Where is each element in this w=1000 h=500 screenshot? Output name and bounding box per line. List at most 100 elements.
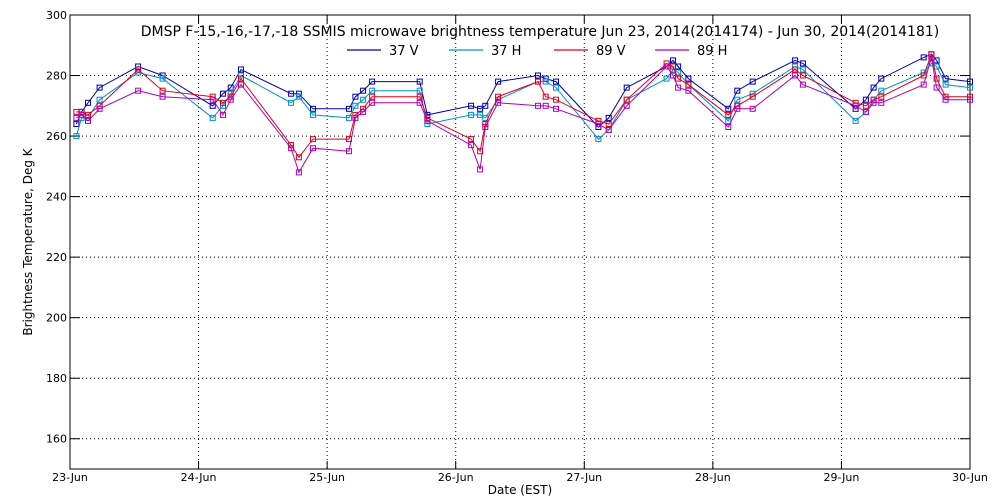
data-point (227, 84, 234, 91)
x-axis: 23-Jun 24-Jun 25-Jun 26-Jun 27-Jun 28-Jun 29-J… (52, 15, 988, 484)
data-point (967, 84, 973, 91)
data-point (542, 102, 549, 109)
data-point (734, 96, 741, 103)
data-point (792, 66, 799, 73)
data-point (675, 84, 682, 91)
legend-label: 37 H (491, 44, 521, 59)
series-layer (73, 51, 973, 176)
data-point (310, 111, 316, 118)
data-point (734, 105, 741, 112)
x-tick-label: 27-Jun (566, 471, 602, 484)
data-point (295, 93, 302, 100)
data-point (535, 102, 541, 109)
data-point (799, 60, 806, 67)
data-point (85, 111, 91, 118)
data-point (605, 127, 612, 133)
series-37-h (73, 60, 973, 143)
data-point (369, 93, 376, 100)
data-point (209, 102, 216, 109)
data-point (870, 84, 877, 91)
legend-label: 89 H (697, 44, 727, 59)
data-point (933, 84, 940, 91)
data-point (96, 105, 103, 112)
data-point (685, 75, 692, 82)
data-point (352, 114, 359, 121)
data-point (535, 78, 541, 85)
data-point (792, 57, 799, 64)
data-point (967, 96, 973, 103)
data-point (878, 75, 885, 82)
data-point (542, 78, 549, 85)
y-tick-label: 160 (46, 433, 67, 446)
plot-area (69, 14, 971, 470)
x-tick-label: 29-Jun (824, 471, 860, 484)
data-point (862, 96, 869, 103)
data-point (725, 105, 732, 112)
series-89-v (73, 51, 973, 161)
data-point (96, 96, 103, 103)
data-point (477, 166, 484, 173)
data-point (495, 93, 502, 100)
series-line (76, 57, 970, 174)
data-point (870, 96, 877, 103)
data-point (870, 99, 877, 106)
data-point (942, 81, 949, 88)
data-point (416, 78, 423, 85)
data-point (159, 75, 166, 82)
data-point (135, 87, 142, 94)
y-axis-label: Brightness Temperature, Deg K (21, 147, 35, 335)
data-point (416, 93, 423, 100)
data-point (595, 136, 602, 143)
data-point (595, 121, 602, 127)
data-point (73, 133, 80, 140)
data-point (220, 90, 226, 97)
data-point (928, 60, 935, 67)
data-point (933, 75, 940, 82)
x-tick-label: 25-Jun (309, 471, 345, 484)
series-37-v (73, 51, 973, 130)
x-axis-label: Date (EST) (488, 483, 552, 497)
data-point (288, 99, 295, 106)
data-point (360, 108, 367, 115)
data-point (209, 114, 216, 121)
data-point (623, 102, 630, 109)
data-point (799, 72, 806, 79)
data-point (878, 87, 885, 94)
data-point (482, 102, 489, 109)
x-tick-label: 28-Jun (695, 471, 731, 484)
data-point (159, 87, 166, 94)
data-point (468, 136, 475, 143)
data-point (734, 87, 741, 94)
data-point (670, 57, 676, 64)
y-tick-label: 220 (46, 251, 67, 264)
data-point (346, 114, 352, 121)
data-point (862, 108, 869, 115)
x-tick-label: 26-Jun (438, 471, 474, 484)
data-point (663, 63, 670, 70)
data-point (468, 102, 475, 109)
data-point (238, 66, 244, 73)
data-point (623, 96, 630, 103)
data-point (295, 169, 302, 176)
data-point (85, 99, 91, 106)
y-tick-label: 240 (46, 191, 67, 204)
data-point (670, 63, 676, 70)
data-point (468, 142, 475, 149)
data-point (288, 90, 295, 97)
data-point (159, 72, 166, 79)
data-point (495, 99, 502, 106)
data-point (352, 93, 359, 100)
data-point (749, 105, 756, 112)
x-tick-label: 23-Jun (52, 471, 88, 484)
data-point (352, 102, 359, 109)
data-point (663, 75, 670, 82)
chart-title: DMSP F-15,-16,-17,-18 SSMIS microwave br… (141, 24, 940, 40)
data-point (553, 84, 559, 91)
data-point (942, 96, 949, 103)
data-point (799, 81, 806, 88)
data-point (369, 78, 376, 85)
data-point (675, 75, 682, 82)
data-point (878, 99, 885, 106)
data-point (310, 145, 316, 152)
data-point (967, 78, 973, 85)
